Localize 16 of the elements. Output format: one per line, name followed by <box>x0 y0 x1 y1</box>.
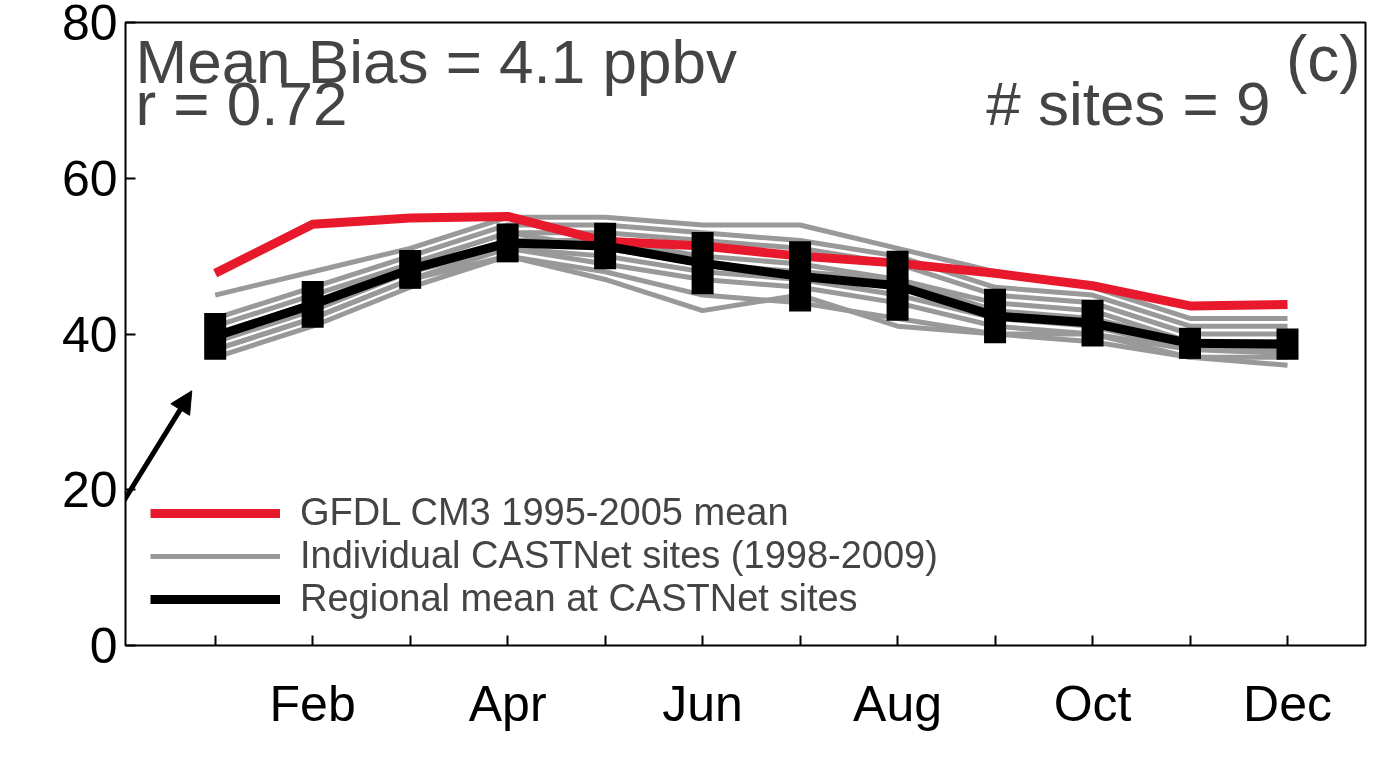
y-tick-label: 80 <box>61 0 118 51</box>
x-tick-label: Oct <box>1053 675 1132 732</box>
legend-label: Regional mean at CASTNet sites <box>300 577 858 620</box>
y-tick-label: 60 <box>61 150 118 207</box>
y-tick-label: 0 <box>89 618 118 674</box>
legend-label: GFDL CM3 1995-2005 mean <box>300 491 789 534</box>
annotation: # sites = 9 <box>986 68 1271 138</box>
annotation: (c) <box>1285 22 1361 95</box>
y-tick-label: 40 <box>61 306 118 363</box>
x-tick-label: Dec <box>1243 675 1332 732</box>
legend-label: Individual CASTNet sites (1998-2009) <box>300 534 938 577</box>
x-tick-label: Aug <box>853 675 943 732</box>
x-tick-label: Feb <box>269 675 356 732</box>
x-tick-label: Apr <box>468 675 547 732</box>
y-tick-label: 20 <box>61 462 118 519</box>
x-tick-label: Jun <box>662 675 743 732</box>
